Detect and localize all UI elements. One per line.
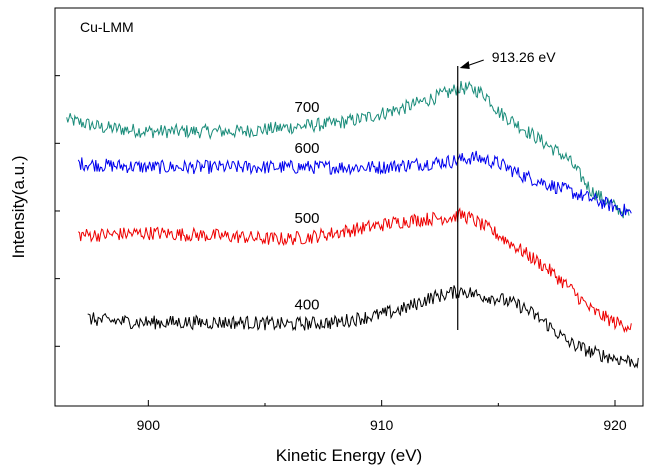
series-label-500: 500 [294,210,319,227]
annotation-arrowhead [459,61,470,69]
series-label-layer: 700 600 500 400 [294,99,319,314]
annotation-label: 913.26 eV [492,49,556,65]
annotation-layer: 913.26 eV [457,49,556,330]
plot-frame [54,7,644,407]
panel-label: Cu-LMM [80,19,134,35]
series-label-700: 700 [294,99,319,116]
tick-layer: 900 910 920 [55,75,627,433]
x-tick-label: 900 [137,417,161,433]
x-tick-label: 910 [370,417,394,433]
x-axis-title: Kinetic Energy (eV) [276,446,422,465]
series-line-500 [78,207,632,334]
series-layer [66,80,639,369]
y-axis-title: Intensity(a.u.) [9,156,28,259]
series-label-400: 400 [294,297,319,314]
series-line-700 [66,80,630,219]
x-tick-label: 920 [603,417,627,433]
series-line-400 [87,285,639,369]
series-line-600 [77,150,632,217]
series-label-600: 600 [294,140,319,157]
